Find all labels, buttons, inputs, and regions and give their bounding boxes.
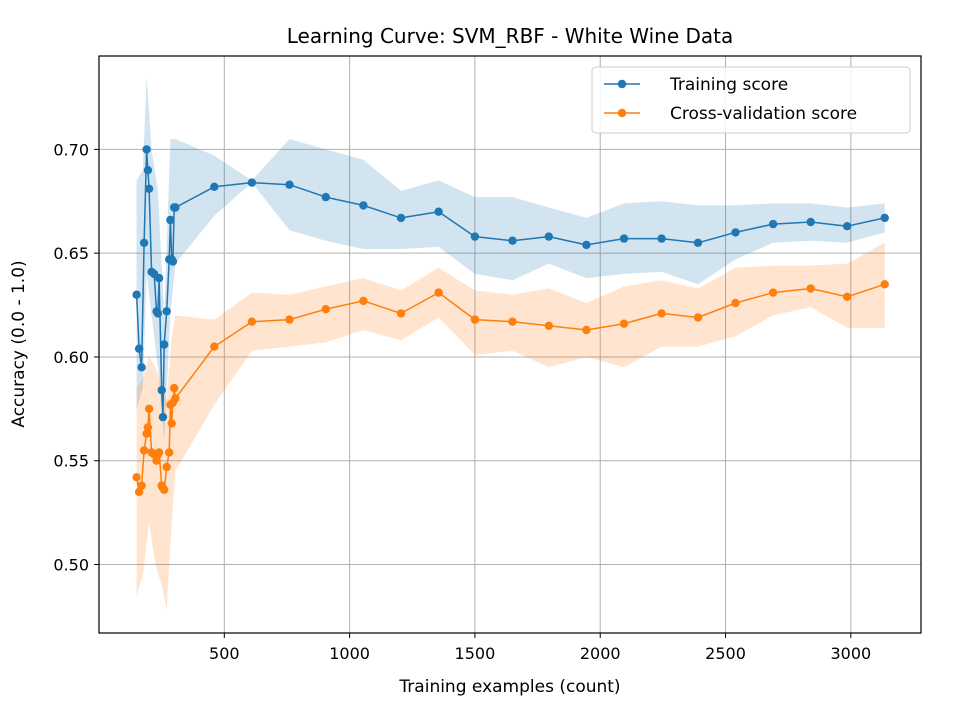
series-1-point xyxy=(842,292,852,301)
series-0-point xyxy=(132,290,141,299)
series-0-point xyxy=(157,386,166,395)
series-0-point xyxy=(657,234,666,243)
series-1-point xyxy=(768,288,778,297)
series-markers xyxy=(132,145,889,497)
plot-frame xyxy=(98,55,922,634)
series-0-point xyxy=(247,178,257,187)
series-1-point xyxy=(154,448,164,457)
series-1-point xyxy=(143,423,153,432)
series-0-point xyxy=(139,238,149,247)
series-0-point xyxy=(619,234,629,243)
series-0-point xyxy=(396,213,406,223)
series-0-point xyxy=(134,344,144,353)
x-axis-label: Training examples (count) xyxy=(398,677,620,697)
series-0-point xyxy=(154,273,164,283)
series-0-point xyxy=(137,363,146,372)
series-1-point xyxy=(171,394,180,403)
legend-box xyxy=(591,66,911,134)
x-tick-label: 3000 xyxy=(830,644,871,663)
series-1-point xyxy=(210,342,219,351)
series-1-point xyxy=(619,319,629,328)
series-1-point xyxy=(470,315,480,324)
y-tick-label: 0.65 xyxy=(53,244,89,263)
series-1-point xyxy=(693,313,703,322)
series-1-point xyxy=(359,296,368,306)
series-0-point xyxy=(434,207,443,216)
series-0-point xyxy=(171,203,180,212)
legend-label-1: Cross-validation score xyxy=(670,104,857,124)
series-0-point xyxy=(544,232,553,241)
legend-swatch-marker-1 xyxy=(617,108,627,118)
y-tick-label: 0.50 xyxy=(53,556,89,575)
series-0-point xyxy=(582,240,591,250)
series-0-point xyxy=(321,192,330,202)
series-1-point xyxy=(544,321,553,330)
legend-label-0: Training score xyxy=(669,75,788,95)
series-0-point xyxy=(470,232,480,241)
series-1-point xyxy=(321,305,330,314)
y-tick-label: 0.60 xyxy=(53,348,89,367)
series-1-point xyxy=(162,462,171,472)
series-1-point xyxy=(657,309,666,318)
series-0-point xyxy=(143,166,153,175)
series-1-band xyxy=(136,242,885,611)
series-1-point xyxy=(139,446,149,455)
series-1-point xyxy=(167,419,176,428)
series-1-point xyxy=(880,280,889,289)
legend: Training score Cross-validation score xyxy=(591,66,911,134)
series-1-point xyxy=(132,473,141,482)
std-bands xyxy=(136,76,885,611)
series-0-point xyxy=(842,222,852,231)
series-0-point xyxy=(359,201,368,210)
series-1-point xyxy=(165,448,174,457)
x-tick-label: 1500 xyxy=(455,644,496,663)
series-0-point xyxy=(162,307,171,316)
series-1-point xyxy=(396,309,406,318)
legend-swatch-marker-0 xyxy=(617,79,627,89)
series-1-point xyxy=(731,298,740,308)
series-1-point xyxy=(582,325,591,335)
series-0-point xyxy=(285,180,294,189)
series-0-point xyxy=(168,257,178,266)
grid-lines xyxy=(99,56,921,633)
y-tick-label: 0.70 xyxy=(53,140,89,159)
series-0-point xyxy=(166,215,175,225)
series-0-point xyxy=(158,412,168,422)
x-axis-ticks: 500 1000 1500 2000 2500 3000 xyxy=(209,633,871,663)
series-0-point xyxy=(693,238,703,247)
series-1-point xyxy=(247,317,257,326)
series-0-band xyxy=(136,76,885,441)
x-tick-label: 1000 xyxy=(329,644,370,663)
series-0-point xyxy=(160,340,169,349)
series-1-point xyxy=(285,315,294,324)
series-0-point xyxy=(153,309,163,318)
series-1-point xyxy=(144,404,154,413)
series-1-point xyxy=(134,487,144,497)
series-1-point xyxy=(508,317,517,326)
series-0-point xyxy=(768,219,778,229)
series-1-point xyxy=(170,383,179,393)
series-1-point xyxy=(137,481,146,490)
y-axis-ticks: 0.50 0.55 0.60 0.65 0.70 xyxy=(53,140,99,575)
y-axis-label: Accuracy (0.0 - 1.0) xyxy=(9,260,29,427)
series-0-point xyxy=(806,217,815,227)
x-tick-label: 2000 xyxy=(580,644,621,663)
x-tick-label: 2500 xyxy=(705,644,746,663)
series-0-point xyxy=(880,213,889,223)
series-0-point xyxy=(142,145,151,154)
series-1-point xyxy=(160,485,169,494)
x-tick-label: 500 xyxy=(209,644,240,663)
series-0-point xyxy=(731,228,740,237)
series-1-point xyxy=(806,284,815,293)
chart-title: Learning Curve: SVM_RBF - White Wine Dat… xyxy=(287,24,733,48)
series-1-point xyxy=(434,288,443,297)
series-0-point xyxy=(144,184,154,193)
y-tick-label: 0.55 xyxy=(53,452,89,471)
series-0-point xyxy=(508,236,517,245)
series-0-point xyxy=(210,182,219,191)
